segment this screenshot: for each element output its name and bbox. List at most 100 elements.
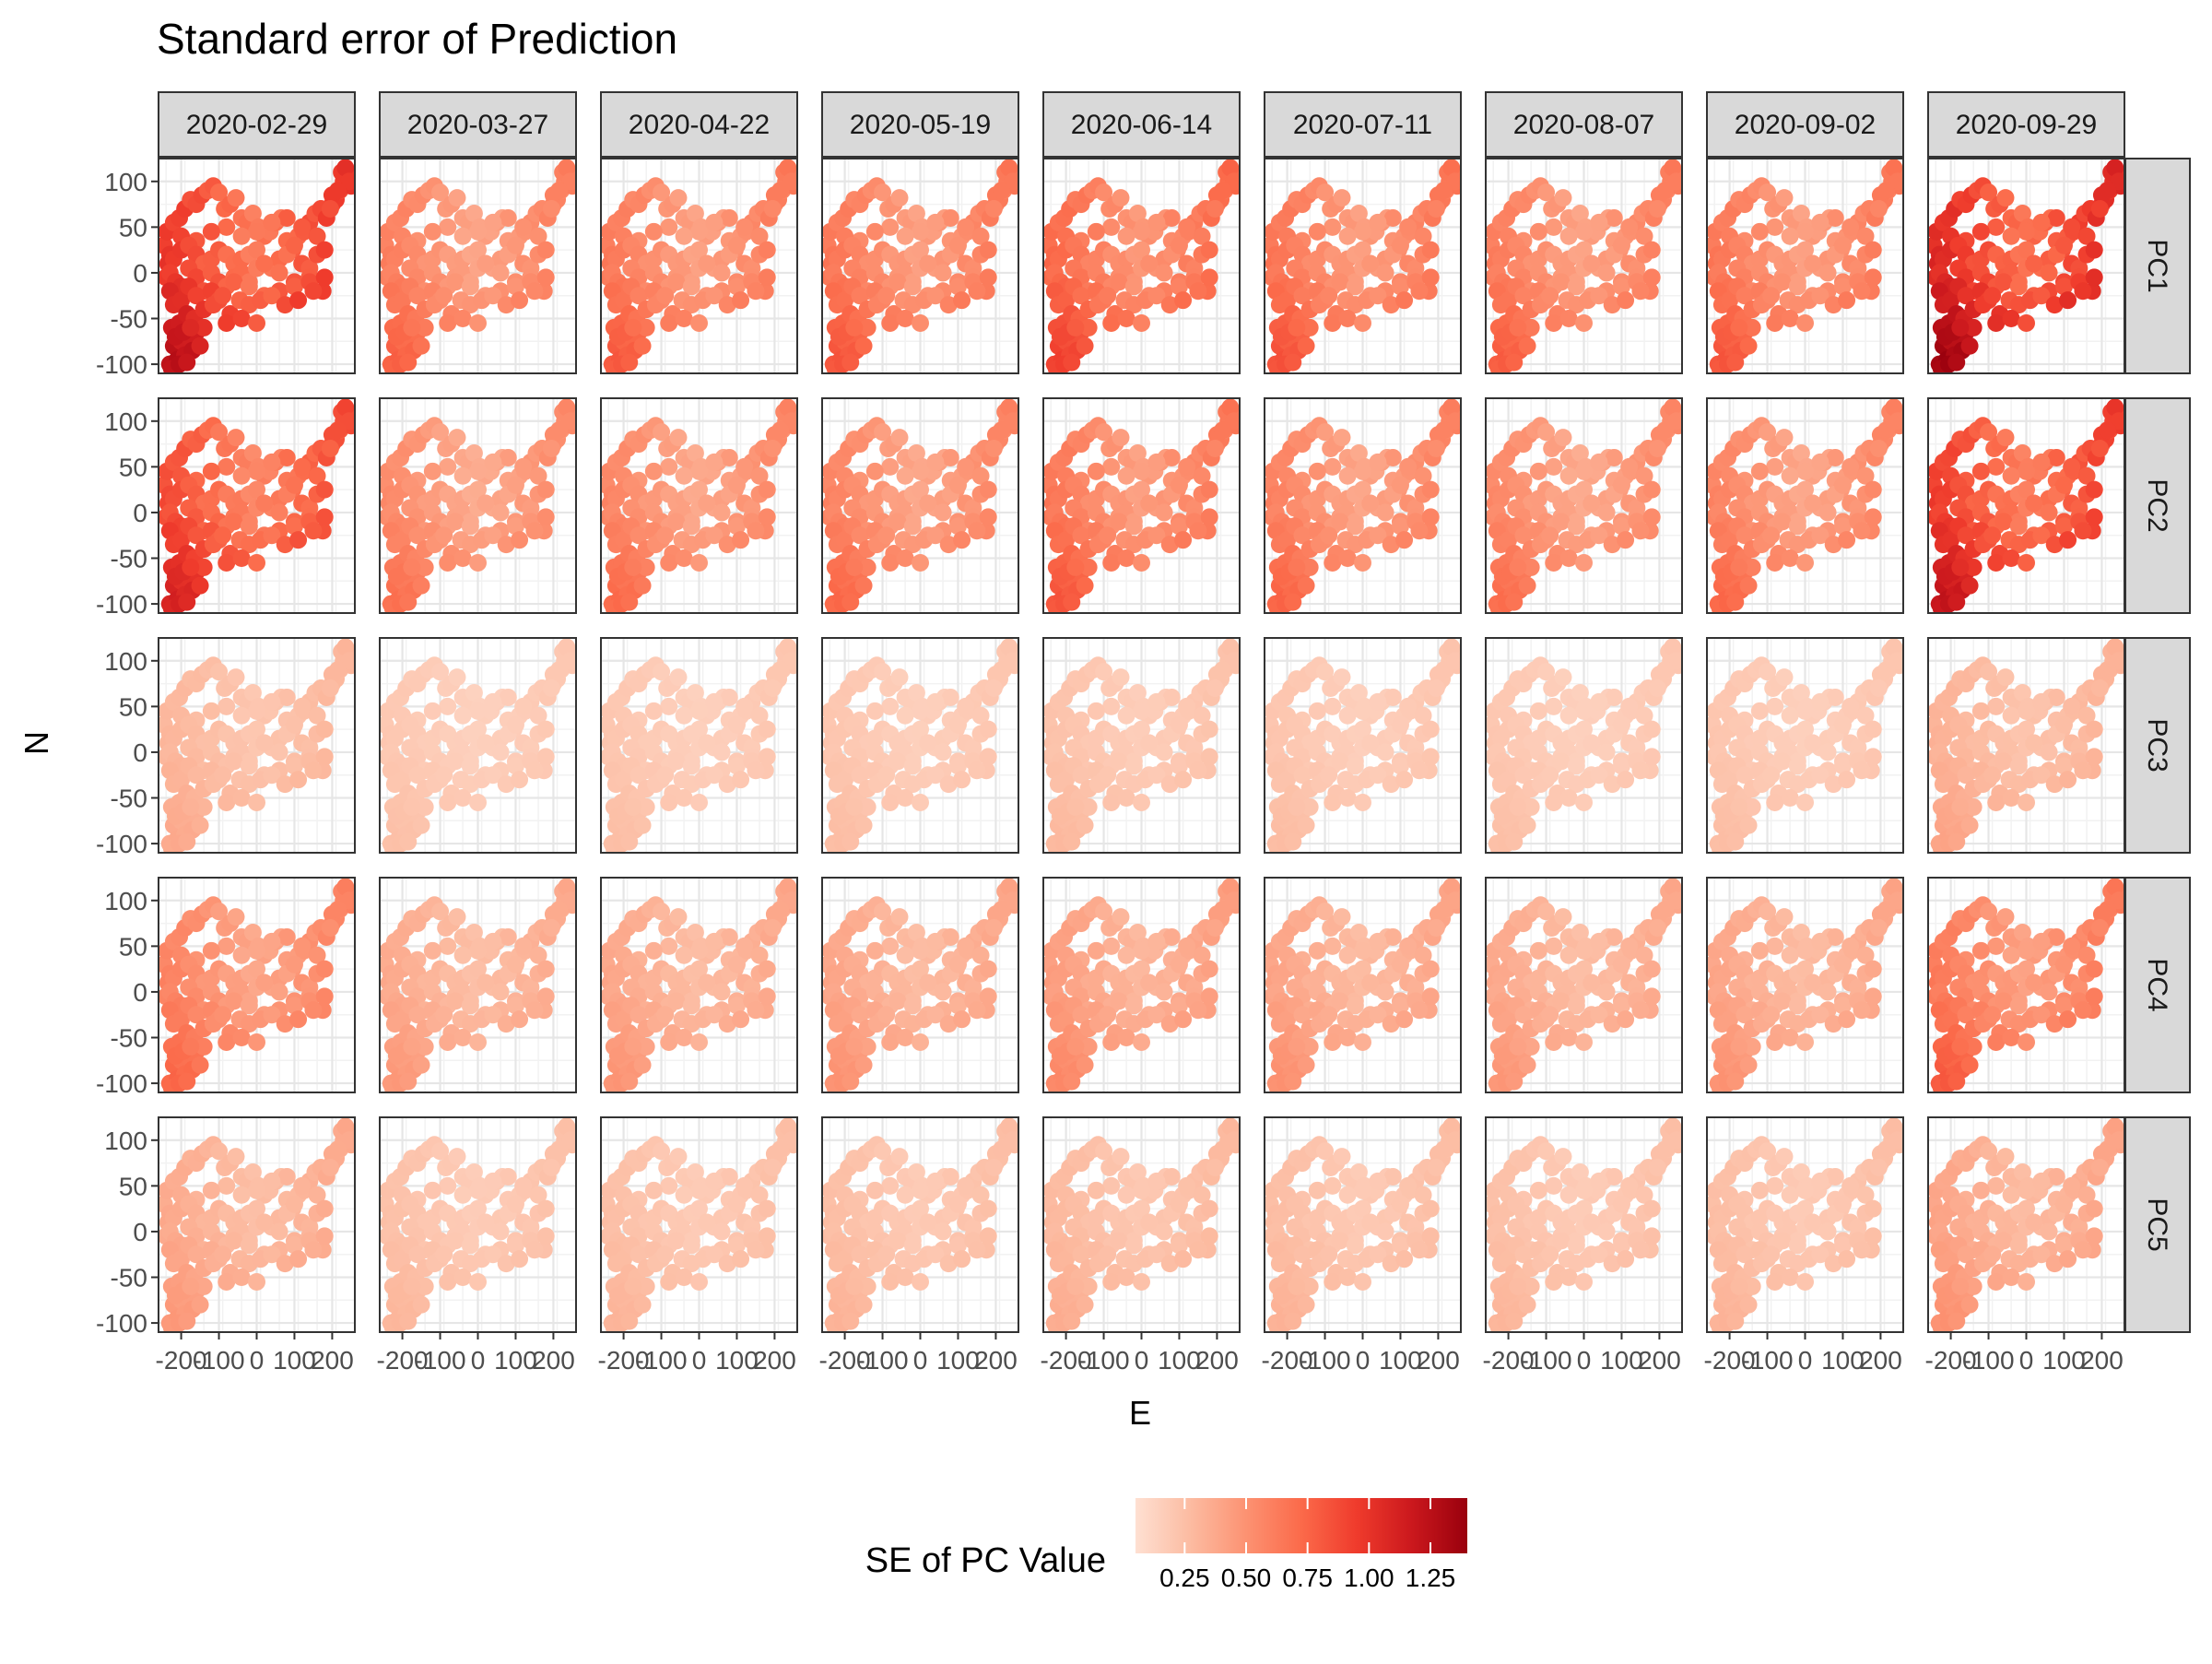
data-point — [1298, 337, 1315, 355]
data-point — [446, 273, 464, 290]
data-point — [942, 689, 959, 706]
data-point — [316, 268, 334, 286]
data-point — [225, 992, 242, 1009]
data-point — [1206, 679, 1224, 697]
data-point — [1541, 766, 1559, 784]
data-point — [656, 287, 674, 304]
data-point — [439, 698, 456, 715]
data-point — [278, 209, 296, 227]
data-point — [2055, 716, 2073, 734]
data-point — [2086, 748, 2103, 765]
data-point — [881, 458, 899, 476]
facet-panel — [1483, 638, 1688, 857]
data-point — [2074, 761, 2091, 779]
data-point — [1834, 237, 1852, 254]
data-point — [968, 282, 985, 300]
data-point — [660, 794, 677, 811]
data-point — [484, 214, 501, 231]
data-point — [747, 761, 764, 779]
data-point — [1392, 477, 1409, 494]
data-point — [919, 255, 936, 273]
data-point — [293, 938, 311, 955]
data-point — [454, 789, 472, 807]
data-point — [1726, 833, 1744, 851]
data-point — [1118, 467, 1135, 485]
data-point — [2059, 531, 2077, 549]
data-point — [214, 287, 231, 304]
data-point — [2063, 698, 2080, 715]
data-point — [759, 268, 776, 286]
data-point — [322, 919, 339, 937]
data-point — [1617, 771, 1634, 788]
data-point — [912, 794, 929, 811]
data-point — [690, 463, 708, 480]
data-point — [957, 218, 974, 236]
data-point — [935, 503, 952, 521]
data-point — [912, 554, 929, 572]
data-point — [1730, 798, 1747, 816]
data-point — [634, 817, 652, 834]
data-point — [1333, 668, 1350, 686]
data-point — [1309, 702, 1326, 720]
data-point — [1509, 798, 1526, 816]
data-point — [919, 735, 936, 752]
data-point — [728, 237, 746, 254]
data-point — [676, 310, 693, 327]
data-point — [759, 242, 776, 259]
data-point — [771, 421, 789, 439]
data-point — [1201, 268, 1218, 286]
data-point — [1147, 214, 1165, 231]
data-point — [1099, 766, 1116, 784]
data-point — [293, 698, 311, 715]
data-point — [263, 693, 280, 711]
data-point — [841, 833, 859, 851]
data-point — [935, 743, 952, 761]
data-point — [985, 679, 1003, 697]
data-point — [2086, 508, 2103, 525]
data-point — [1545, 218, 1562, 236]
data-point — [1392, 716, 1409, 734]
data-point — [435, 766, 453, 784]
facet-panel — [377, 398, 582, 618]
data-point — [1643, 481, 1661, 499]
data-point — [439, 554, 456, 572]
data-point — [1320, 526, 1337, 544]
data-point — [1656, 421, 1674, 439]
data-point — [439, 938, 456, 955]
data-point — [271, 983, 288, 1000]
data-point — [985, 440, 1003, 457]
data-point — [656, 766, 674, 784]
data-point — [1102, 218, 1120, 236]
data-point — [1206, 440, 1224, 457]
data-point — [182, 1038, 199, 1056]
data-point — [2003, 467, 2020, 485]
data-point — [2099, 182, 2116, 199]
facet-panel — [377, 638, 582, 857]
data-point — [1870, 200, 1888, 218]
data-point — [1088, 702, 1105, 720]
data-point — [1606, 689, 1623, 706]
data-point — [1649, 679, 1666, 697]
data-point — [255, 974, 273, 992]
data-point — [2003, 310, 2020, 327]
data-point — [2086, 721, 2103, 738]
data-point — [304, 1001, 322, 1019]
data-point — [550, 182, 568, 199]
data-point — [1201, 242, 1218, 259]
data-point — [1110, 752, 1127, 770]
data-point — [942, 209, 959, 227]
data-point — [1099, 287, 1116, 304]
data-point — [866, 223, 884, 241]
data-point — [289, 771, 307, 788]
data-point — [469, 942, 487, 960]
data-point — [1435, 661, 1453, 679]
data-point — [2025, 495, 2042, 513]
data-point — [968, 761, 985, 779]
data-point — [1552, 273, 1570, 290]
data-point — [1841, 218, 1859, 236]
data-point — [448, 189, 465, 207]
data-point — [690, 554, 708, 572]
data-point — [1560, 310, 1578, 327]
data-point — [1649, 200, 1666, 218]
data-point — [1560, 228, 1578, 245]
